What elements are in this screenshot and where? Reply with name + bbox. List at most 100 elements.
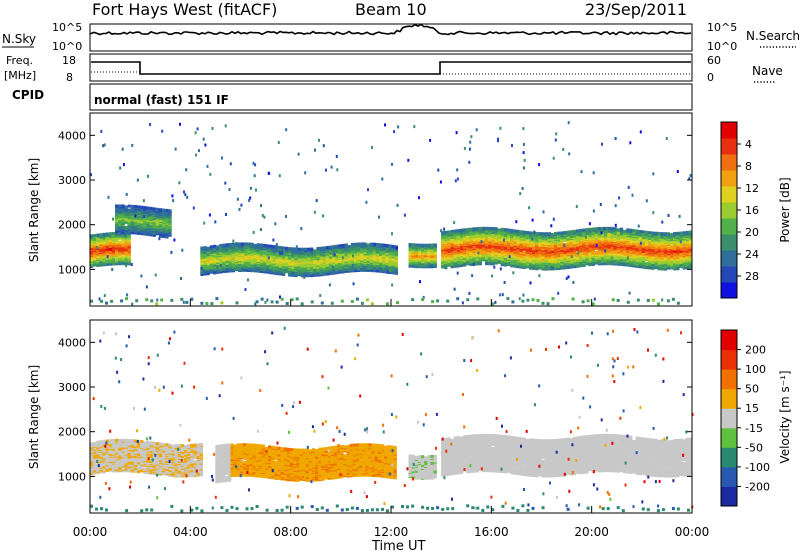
echo-cell bbox=[124, 255, 128, 259]
echo-cell bbox=[421, 243, 425, 247]
echo-cell bbox=[488, 256, 492, 260]
echo-cell bbox=[162, 216, 166, 220]
echo-cell bbox=[466, 241, 470, 245]
echo-cell bbox=[453, 234, 457, 238]
echo-cell bbox=[266, 252, 270, 256]
echo-cell bbox=[604, 226, 608, 230]
echo-cell bbox=[450, 232, 454, 236]
echo-cell bbox=[475, 227, 479, 231]
echo-cell bbox=[130, 204, 134, 208]
echo-cell bbox=[288, 267, 292, 271]
echo-cell bbox=[294, 252, 298, 256]
echo-cell bbox=[632, 231, 636, 234]
echo-cell bbox=[212, 261, 217, 265]
echo-cell bbox=[424, 243, 428, 247]
echo-cell bbox=[253, 260, 257, 264]
echo-cell bbox=[519, 234, 523, 238]
nsearch-tick-top: 10^5 bbox=[707, 21, 737, 34]
echo-cell bbox=[444, 246, 448, 250]
echo-cell bbox=[478, 248, 482, 252]
echo-cell bbox=[597, 245, 602, 249]
echo-cell bbox=[127, 236, 131, 240]
echo-cell bbox=[115, 250, 119, 254]
echo-cell bbox=[256, 262, 260, 266]
echo-cell bbox=[478, 231, 482, 235]
echo-cell bbox=[212, 255, 217, 259]
echo-cell bbox=[335, 268, 339, 272]
echo-cell bbox=[133, 205, 138, 208]
echo-cell bbox=[130, 207, 134, 211]
echo-cell bbox=[510, 228, 514, 232]
echo-cell bbox=[102, 240, 106, 244]
echo-cell bbox=[219, 268, 223, 272]
echo-cell bbox=[500, 227, 504, 231]
echo-cell bbox=[500, 247, 504, 251]
echo-cell bbox=[300, 247, 304, 251]
echo-cell bbox=[588, 252, 592, 256]
echo-cell bbox=[338, 249, 342, 253]
echo-cell bbox=[488, 228, 492, 232]
freq-unit: [MHz] bbox=[4, 69, 36, 82]
echo-cell bbox=[507, 234, 511, 238]
cpid-program: normal (fast) 151 IF bbox=[94, 93, 229, 107]
echo-cell bbox=[102, 238, 106, 242]
echo-cell bbox=[441, 257, 445, 261]
echo-cell bbox=[411, 259, 415, 262]
echo-cell bbox=[497, 228, 501, 232]
nsearch-label: N.Search bbox=[746, 29, 800, 43]
echo-cell bbox=[127, 233, 131, 237]
echo-cell bbox=[544, 237, 548, 241]
echo-cell bbox=[234, 251, 239, 255]
echo-cell bbox=[338, 260, 342, 263]
echo-cell bbox=[645, 258, 649, 262]
echo-cell bbox=[303, 264, 307, 268]
echo-cell bbox=[115, 208, 119, 212]
echo-cell bbox=[616, 242, 620, 245]
echo-cell bbox=[566, 235, 570, 239]
echo-cell bbox=[472, 257, 476, 261]
echo-cell bbox=[572, 262, 577, 266]
echo-cell bbox=[582, 259, 586, 262]
echo-cell bbox=[212, 270, 217, 274]
echo-cell bbox=[234, 267, 239, 271]
echo-cell bbox=[90, 234, 94, 238]
echo-cell bbox=[607, 237, 611, 241]
echo-cell bbox=[626, 228, 630, 232]
echo-cell bbox=[635, 247, 639, 251]
echo-cell bbox=[500, 238, 504, 242]
echo-cell bbox=[338, 268, 342, 272]
echo-cell bbox=[619, 256, 624, 260]
echo-cell bbox=[253, 263, 257, 267]
echo-cell bbox=[516, 240, 520, 244]
echo-cell bbox=[560, 244, 564, 248]
echo-cell bbox=[234, 247, 239, 251]
echo-cell bbox=[357, 242, 361, 246]
echo-cell bbox=[347, 245, 351, 249]
echo-cell bbox=[645, 230, 649, 234]
echo-cell bbox=[472, 227, 476, 231]
echo-cell bbox=[247, 254, 251, 258]
echo-cell bbox=[460, 249, 464, 253]
echo-cell bbox=[253, 247, 257, 251]
echo-cell bbox=[566, 266, 570, 269]
echo-cell bbox=[453, 229, 457, 233]
echo-cell bbox=[450, 229, 454, 233]
echo-cell bbox=[165, 232, 169, 236]
echo-cell bbox=[168, 209, 172, 213]
echo-cell bbox=[90, 247, 94, 251]
echo-cell bbox=[228, 253, 232, 257]
echo-cell bbox=[108, 247, 112, 250]
echo-cell bbox=[469, 260, 473, 263]
echo-cell bbox=[441, 253, 445, 257]
echo-cell bbox=[259, 243, 264, 247]
echo-cell bbox=[288, 270, 292, 274]
echo-cell bbox=[607, 226, 611, 230]
echo-cell bbox=[316, 251, 320, 254]
echo-cell bbox=[96, 236, 100, 240]
echo-cell bbox=[421, 248, 425, 252]
echo-cell bbox=[579, 228, 583, 232]
echo-cell bbox=[303, 247, 307, 251]
echo-cell bbox=[159, 208, 163, 212]
echo-cell bbox=[538, 235, 542, 238]
echo-cell bbox=[363, 242, 367, 246]
